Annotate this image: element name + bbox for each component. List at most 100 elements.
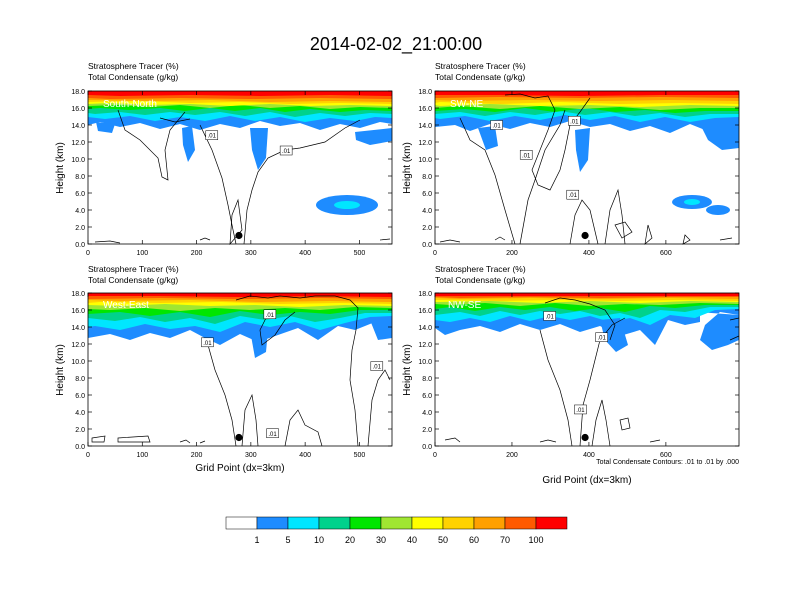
x-tick-label: 600: [660, 452, 672, 459]
y-tick-label: 8.0: [422, 376, 432, 383]
x-tick-label: 600: [660, 250, 672, 257]
x-tick-label: 0: [433, 250, 437, 257]
contour-label-box: [568, 116, 581, 126]
colorbar-swatch: [535, 516, 568, 530]
y-tick-label: 2.0: [75, 225, 85, 232]
contour-label: .01: [282, 149, 291, 155]
y-tick-label: 4.0: [422, 208, 432, 215]
colorbar-swatch: [473, 516, 506, 530]
panel-1-label: South-North: [103, 99, 157, 110]
contour-label: .01: [373, 365, 382, 371]
contour-label: .01: [203, 341, 212, 347]
location-marker: [581, 231, 589, 240]
contour-label-box: [370, 361, 384, 371]
panel-1-var-label-1: Stratosphere Tracer (%): [88, 61, 179, 71]
panel-3-var-label-2: Total Condensate (g/kg): [88, 275, 178, 285]
x-tick-label: 100: [136, 250, 148, 257]
contour-label: .01: [576, 408, 585, 414]
condensate-contours: [91, 295, 391, 447]
x-tick-label: 300: [245, 452, 257, 459]
y-tick-label: 0.0: [422, 444, 432, 451]
tracer-field: [88, 91, 392, 215]
x-tick-label: 400: [583, 452, 595, 459]
figure-title: 2014-02-02_21:00:00: [310, 34, 482, 55]
colorbar-label: 70: [500, 535, 510, 545]
contour-label-box: [201, 337, 214, 348]
contour-label-box: [574, 404, 587, 415]
x-tick-label: 400: [299, 250, 311, 257]
tracer-field: [88, 293, 392, 358]
colorbar-label: 60: [469, 535, 479, 545]
x-tick-label: 300: [245, 250, 257, 257]
location-marker: [235, 433, 243, 442]
panel-west-east: West-East .01 .01 .01 .01 0.0 2.0 4.0 6.0 8.0 10…: [71, 291, 393, 459]
y-tick-label: 6.0: [75, 393, 85, 400]
tracer-field: [435, 293, 739, 352]
panel-4-y-axis-label: Height (km): [402, 344, 413, 396]
y-tick-label: 2.0: [422, 427, 432, 434]
location-marker: [581, 433, 589, 442]
x-tick-label: 200: [191, 452, 203, 459]
contour-label-box: [595, 332, 608, 342]
contour-label: .01: [268, 432, 277, 438]
x-tick-label: 0: [433, 452, 437, 459]
y-tick-label: 6.0: [75, 191, 85, 198]
colorbar-label: 1: [254, 535, 259, 545]
y-tick-label: 14.0: [71, 123, 85, 130]
x-tick-label: 200: [506, 250, 518, 257]
colorbar-label: 100: [528, 535, 543, 545]
x-tick-label: 500: [354, 452, 366, 459]
y-tick-label: 8.0: [422, 174, 432, 181]
location-marker: [235, 231, 243, 240]
contour-label: .01: [597, 336, 606, 342]
x-tick-label: 400: [583, 250, 595, 257]
y-tick-label: 16.0: [71, 308, 85, 315]
colorbar: 1 5 10 20 30 40 50 60 70 100: [225, 516, 568, 545]
panel-headers: Stratosphere Tracer (%) Total Condensate…: [88, 61, 526, 285]
y-tick-label: 12.0: [418, 140, 432, 147]
panel-3-x-axis-label: Grid Point (dx=3km): [195, 463, 284, 474]
y-tick-label: 8.0: [75, 174, 85, 181]
panel-south-north: South-North .01 .01 0.0 2.0 4.0 6.0 8.0 10.0 12…: [71, 89, 393, 257]
panel-4-x-axis-label: Grid Point (dx=3km): [542, 475, 631, 486]
contour-label: .01: [546, 314, 555, 320]
contour-label: .01: [522, 153, 531, 159]
colorbar-label: 10: [314, 535, 324, 545]
colorbar-swatch: [411, 516, 444, 530]
y-tick-label: 6.0: [422, 393, 432, 400]
y-tick-label: 4.0: [75, 208, 85, 215]
y-tick-label: 16.0: [71, 106, 85, 113]
y-tick-label: 16.0: [418, 106, 432, 113]
y-tick-label: 14.0: [418, 325, 432, 332]
y-tick-label: 18.0: [418, 291, 432, 298]
y-tick-label: 10.0: [71, 157, 85, 164]
contour-label: .01: [570, 119, 579, 125]
colorbar-swatch: [442, 516, 475, 530]
x-tick-label: 500: [354, 250, 366, 257]
y-tick-label: 16.0: [418, 308, 432, 315]
panel-4-label: NW-SE: [448, 300, 481, 311]
contour-label: .01: [492, 124, 501, 130]
y-tick-label: 4.0: [422, 410, 432, 417]
contour-label-box: [490, 120, 503, 130]
y-tick-label: 12.0: [71, 140, 85, 147]
condensate-contours: [94, 109, 391, 246]
y-tick-label: 2.0: [422, 225, 432, 232]
contour-label-box: [266, 428, 279, 438]
x-tick-label: 0: [86, 250, 90, 257]
panel-2-label: SW-NE: [450, 99, 483, 110]
contour-note: Total Condensate Contours: .01 to .01 by…: [596, 459, 739, 466]
contour-label-box: [543, 311, 556, 321]
x-tick-label: 200: [191, 250, 203, 257]
panel-sw-ne: SW-NE .01 .01 .01 .01 0.0 2.0 4.0 6.0 8.0 10.0 12…: [418, 89, 740, 257]
panel-3-y-axis-label: Height (km): [55, 344, 66, 396]
contour-label-box: [263, 309, 277, 319]
y-tick-label: 6.0: [422, 191, 432, 198]
contour-label-box: [205, 130, 219, 140]
contour-label-box: [519, 150, 533, 160]
panel-nw-se: NW-SE .01 .01 .01 0.0 2.0 4.0 6.0 8.0 10.0 12.0 1…: [418, 291, 740, 459]
y-tick-label: 2.0: [75, 427, 85, 434]
colorbar-label: 20: [345, 535, 355, 545]
colorbar-label: 5: [285, 535, 290, 545]
contour-label-box: [566, 189, 580, 200]
